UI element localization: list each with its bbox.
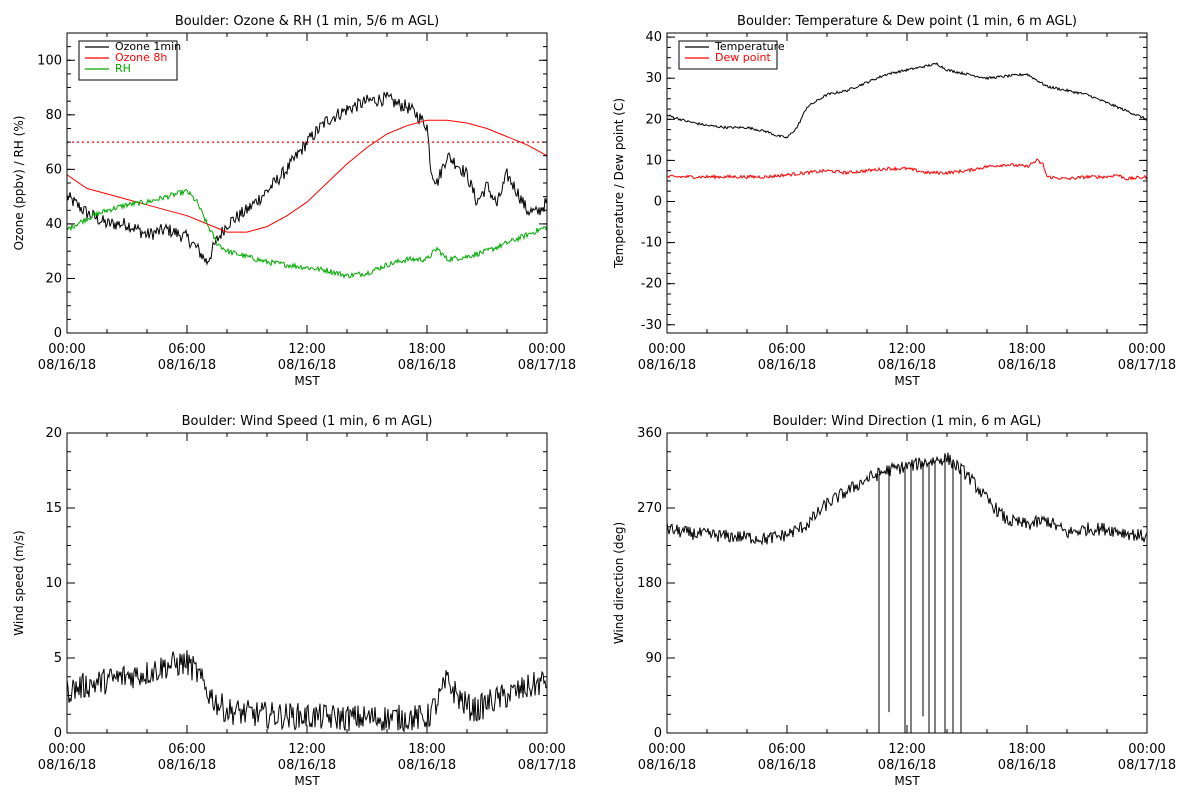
x-tick-date-label: 08/16/18 <box>278 358 336 373</box>
series-line-ozone-8h <box>67 119 547 233</box>
y-tick-label: 270 <box>637 501 662 516</box>
y-tick-label: 180 <box>637 576 662 591</box>
x-tick-date-label: 08/16/18 <box>638 758 696 773</box>
y-tick-label: 20 <box>645 112 662 127</box>
x-tick-time-label: 00:00 <box>528 342 565 357</box>
x-axis-label: MST <box>294 374 320 388</box>
x-tick-date-label: 08/16/18 <box>758 358 816 373</box>
x-tick-time-label: 06:00 <box>168 342 205 357</box>
y-tick-label: 40 <box>645 30 662 45</box>
x-axis-label: MST <box>894 774 920 788</box>
x-tick-time-label: 06:00 <box>768 342 805 357</box>
y-tick-label: 15 <box>45 501 62 516</box>
chart-panel-1: Boulder: Ozone & RH (1 min, 5/6 m AGL) 0 2… <box>12 14 576 388</box>
x-tick-date-label: 08/16/18 <box>878 358 936 373</box>
y-tick-label: 40 <box>45 217 62 232</box>
x-tick-date-label: 08/17/18 <box>518 358 576 373</box>
x-tick-date-label: 08/16/18 <box>998 358 1056 373</box>
x-tick-time-label: 18:00 <box>1008 742 1045 757</box>
y-tick-label: -10 <box>641 236 662 251</box>
x-tick-time-label: 00:00 <box>48 742 85 757</box>
x-tick-date-label: 08/17/18 <box>1118 758 1176 773</box>
series-line-dew-point <box>667 158 1147 181</box>
x-tick-date-label: 08/16/18 <box>38 758 96 773</box>
x-tick-time-label: 12:00 <box>288 342 325 357</box>
y-tick-label: 90 <box>645 651 662 666</box>
x-tick-date-label: 08/16/18 <box>278 758 336 773</box>
x-tick-date-label: 08/16/18 <box>638 358 696 373</box>
y-tick-label: 60 <box>45 162 62 177</box>
series-line-temperature <box>667 62 1147 139</box>
x-tick-time-label: 00:00 <box>1128 342 1165 357</box>
plot-frame <box>666 32 1148 334</box>
x-tick-time-label: 12:00 <box>888 342 925 357</box>
x-tick-time-label: 00:00 <box>528 742 565 757</box>
legend <box>678 40 778 70</box>
x-tick-date-label: 08/16/18 <box>878 758 936 773</box>
legend-entry: RH <box>115 62 131 75</box>
x-tick-time-label: 00:00 <box>48 342 85 357</box>
y-tick-label: -30 <box>641 318 662 333</box>
x-tick-date-label: 08/16/18 <box>38 358 96 373</box>
y-axis-label: Temperature / Dew point (C) <box>612 98 626 269</box>
chart-title: Boulder: Wind Speed (1 min, 6 m AGL) <box>182 414 433 429</box>
chart-title: Boulder: Wind Direction (1 min, 6 m AGL) <box>773 414 1042 429</box>
y-tick-label: 20 <box>45 426 62 441</box>
chart-panel-3: Boulder: Wind Speed (1 min, 6 m AGL) 0 5 10… <box>12 414 576 788</box>
y-tick-label: 20 <box>45 271 62 286</box>
y-tick-label: 100 <box>37 53 62 68</box>
x-tick-date-label: 08/17/18 <box>518 758 576 773</box>
x-tick-time-label: 06:00 <box>168 742 205 757</box>
x-axis-label: MST <box>294 774 320 788</box>
x-tick-time-label: 18:00 <box>1008 342 1045 357</box>
x-tick-date-label: 08/16/18 <box>158 758 216 773</box>
x-tick-time-label: 12:00 <box>288 742 325 757</box>
y-axis-label: Ozone (ppbv) / RH (%) <box>12 116 26 251</box>
x-tick-time-label: 18:00 <box>408 742 445 757</box>
y-tick-label: 10 <box>645 153 662 168</box>
x-tick-time-label: 00:00 <box>648 342 685 357</box>
x-axis-label: MST <box>894 374 920 388</box>
y-tick-label: 0 <box>654 194 662 209</box>
y-tick-label: 5 <box>54 651 62 666</box>
legend-entry: Temperature <box>714 40 785 53</box>
x-tick-date-label: 08/16/18 <box>398 758 456 773</box>
y-tick-label: 30 <box>645 71 662 86</box>
x-tick-time-label: 12:00 <box>888 742 925 757</box>
x-tick-date-label: 08/16/18 <box>398 358 456 373</box>
y-tick-label: 0 <box>654 726 662 741</box>
chart-panel-2: Boulder: Temperature & Dew point (1 min,… <box>612 14 1176 388</box>
x-tick-date-label: 08/16/18 <box>998 758 1056 773</box>
y-tick-label: -20 <box>641 277 662 292</box>
legend-entry: Dew point <box>715 51 771 64</box>
chart-title: Boulder: Temperature & Dew point (1 min,… <box>737 14 1077 29</box>
x-tick-time-label: 00:00 <box>1128 742 1165 757</box>
x-tick-date-label: 08/16/18 <box>758 758 816 773</box>
x-tick-time-label: 00:00 <box>648 742 685 757</box>
y-axis-label: Wind direction (deg) <box>612 522 626 644</box>
plot-frame <box>666 432 1148 734</box>
chart-panel-4: Boulder: Wind Direction (1 min, 6 m AGL)… <box>612 414 1176 788</box>
series-line-data <box>67 650 547 733</box>
series-line-ozone-1min <box>67 91 547 266</box>
plot-frame <box>66 432 548 734</box>
y-axis-label: Wind speed (m/s) <box>12 530 26 635</box>
y-tick-label: 80 <box>45 108 62 123</box>
y-tick-label: 0 <box>54 726 62 741</box>
y-tick-label: 0 <box>54 326 62 341</box>
legend-entry: Ozone 8h <box>115 51 167 64</box>
series-line-data <box>667 452 1147 546</box>
y-tick-label: 10 <box>45 576 62 591</box>
x-tick-date-label: 08/16/18 <box>158 358 216 373</box>
series-line-rh <box>67 188 547 280</box>
chart-title: Boulder: Ozone & RH (1 min, 5/6 m AGL) <box>175 14 439 29</box>
y-tick-label: 360 <box>637 426 662 441</box>
x-tick-time-label: 18:00 <box>408 342 445 357</box>
x-tick-date-label: 08/17/18 <box>1118 358 1176 373</box>
x-tick-time-label: 06:00 <box>768 742 805 757</box>
legend-entry: Ozone 1min <box>115 40 181 53</box>
